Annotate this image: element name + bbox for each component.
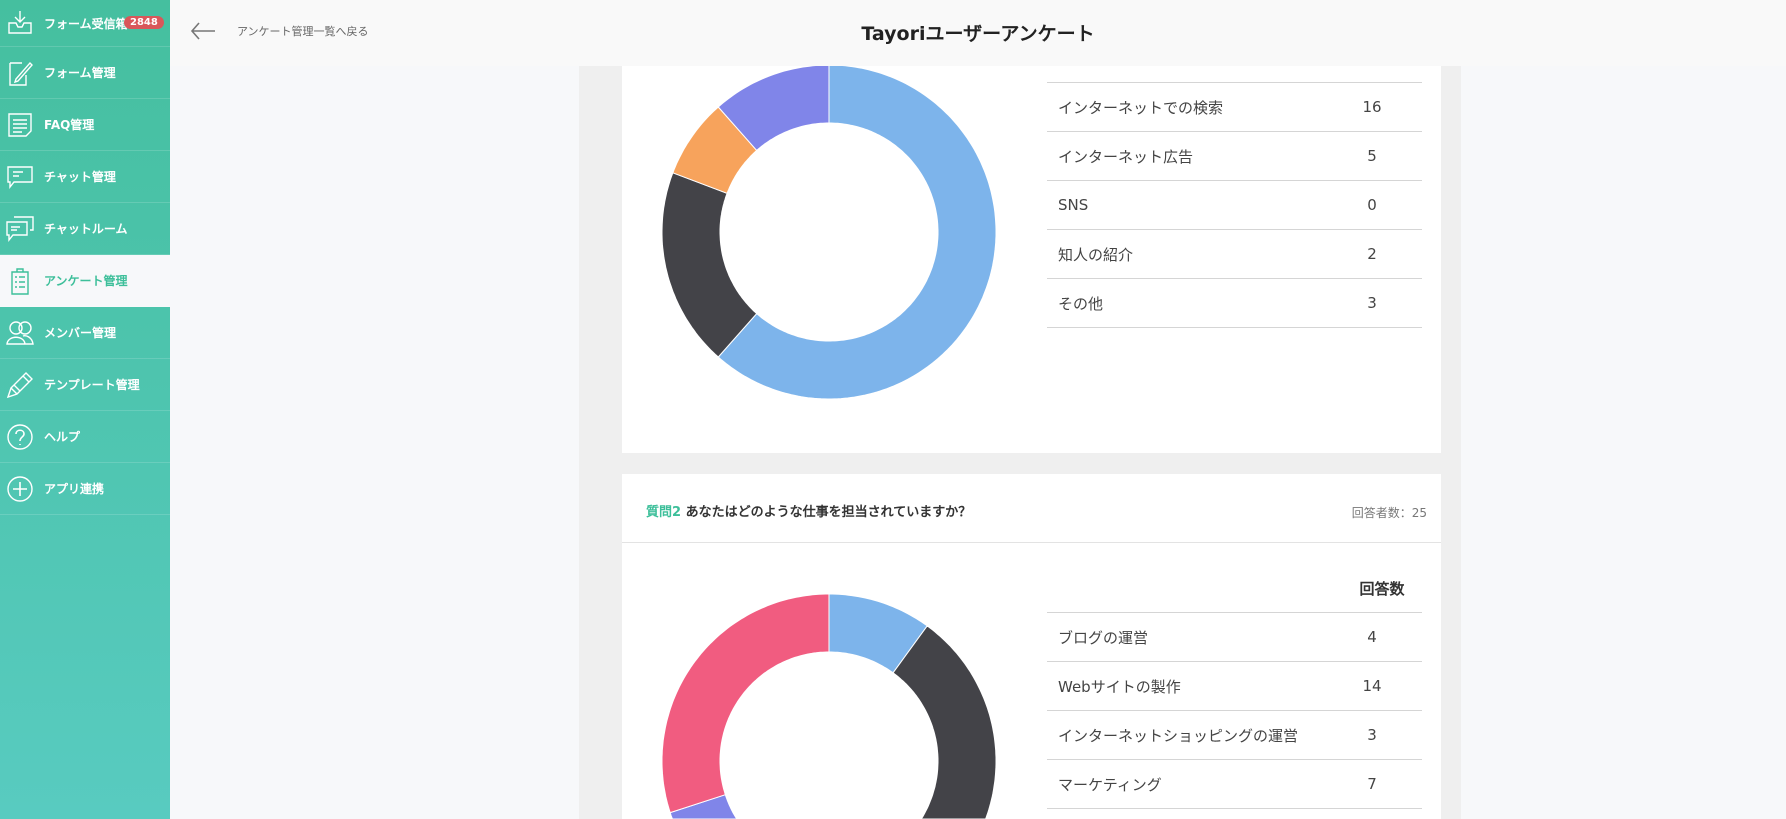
answer-count: 3 <box>1367 294 1377 312</box>
sidebar-item-inbox[interactable]: フォーム受信箱 2848 <box>0 0 170 47</box>
sidebar-item-clipboard[interactable]: アンケート管理 <box>0 255 170 307</box>
answer-row: ブログの運営 4 <box>1047 612 1422 661</box>
chat-icon <box>6 163 34 191</box>
answer-row: マーケティング 7 <box>1047 759 1422 808</box>
sidebar-item-pencil[interactable]: テンプレート管理 <box>0 359 170 411</box>
answer-row: Webサイトの製作 14 <box>1047 661 1422 710</box>
sidebar-item-faq[interactable]: FAQ管理 <box>0 99 170 151</box>
answer-table-2: ブログの運営 4 Webサイトの製作 14 インターネットショッピングの運営 3 マーケティ… <box>1047 612 1422 809</box>
answer-row: インターネットでの検索 16 <box>1047 82 1422 131</box>
answer-count: 2 <box>1367 245 1377 263</box>
answer-row: インターネット広告 5 <box>1047 131 1422 180</box>
members-icon <box>6 319 34 347</box>
sidebar-item-label: チャット管理 <box>44 170 116 184</box>
answer-label: その他 <box>1058 294 1104 313</box>
sidebar-item-label: テンプレート管理 <box>44 378 140 392</box>
unread-badge: 2848 <box>124 16 164 29</box>
pencil-icon <box>6 371 34 399</box>
sidebar: フォーム受信箱 2848 フォーム管理 FAQ管理チャット管理 チャットルーム アンケート… <box>0 0 170 819</box>
donut-segment[interactable] <box>717 64 830 152</box>
answer-row: 知人の紹介 2 <box>1047 229 1422 278</box>
answer-count: 7 <box>1367 775 1377 793</box>
divider <box>1047 808 1422 809</box>
answer-count: 3 <box>1367 726 1377 744</box>
answer-label: ブログの運営 <box>1058 628 1149 647</box>
answer-count: 14 <box>1362 677 1382 695</box>
help-icon <box>6 423 34 451</box>
answer-label: インターネット広告 <box>1058 147 1194 166</box>
donut-segment[interactable] <box>661 172 758 358</box>
answer-count: 16 <box>1362 98 1382 116</box>
answer-row: その他 3 <box>1047 278 1422 327</box>
donut-segment[interactable] <box>661 593 830 814</box>
answer-count: 4 <box>1367 628 1377 646</box>
sidebar-item-label: アプリ連携 <box>44 482 105 496</box>
answer-row: SNS 0 <box>1047 180 1422 229</box>
answer-table-1: インターネットでの検索 16 インターネット広告 5 SNS 0 知人の紹介 2 その他 3 <box>1047 82 1422 328</box>
clipboard-icon <box>6 267 34 295</box>
faq-icon <box>6 111 34 139</box>
answer-label: Webサイトの製作 <box>1058 677 1181 696</box>
back-to-list-link[interactable]: アンケート管理一覧へ戻る <box>237 25 369 38</box>
sidebar-item-label: フォーム受信箱 <box>44 16 128 31</box>
question-header: 質問2 あなたはどのような仕事を担当されていますか？ 回答者数：25 <box>622 474 1441 543</box>
donut-chart-2 <box>661 593 997 819</box>
sidebar-item-plus-circle[interactable]: アプリ連携 <box>0 463 170 515</box>
inbox-icon <box>6 9 34 37</box>
sidebar-item-members[interactable]: メンバー管理 <box>0 307 170 359</box>
answer-label: 知人の紹介 <box>1058 245 1134 264</box>
sidebar-item-label: フォーム管理 <box>44 66 116 80</box>
answer-label: SNS <box>1058 196 1089 214</box>
donut-chart-1 <box>661 64 997 400</box>
sidebar-item-label: チャットルーム <box>44 222 128 236</box>
sidebar-item-label: アンケート管理 <box>44 274 128 288</box>
back-arrow-icon[interactable] <box>190 18 216 44</box>
answer-row: インターネットショッピングの運営 3 <box>1047 710 1422 759</box>
answer-count: 0 <box>1367 196 1377 214</box>
chat-room-icon <box>6 215 34 243</box>
sidebar-item-form-edit[interactable]: フォーム管理 <box>0 47 170 99</box>
question-number: 質問2 <box>646 505 682 520</box>
answer-label: マーケティング <box>1058 775 1162 794</box>
question-text: あなたはどのような仕事を担当されていますか？ <box>685 505 972 520</box>
respondent-count: 回答者数：25 <box>1351 506 1427 520</box>
question-card-1: インターネットでの検索 16 インターネット広告 5 SNS 0 知人の紹介 2 その他 3 <box>622 0 1441 453</box>
sidebar-item-label: ヘルプ <box>44 430 81 444</box>
divider <box>1047 327 1422 328</box>
donut-segment[interactable] <box>892 625 997 819</box>
sidebar-item-chat-room[interactable]: チャットルーム <box>0 203 170 255</box>
answer-label: インターネットショッピングの運営 <box>1058 726 1299 745</box>
form-edit-icon <box>6 59 34 87</box>
answer-label: インターネットでの検索 <box>1058 98 1224 117</box>
page-header: アンケート管理一覧へ戻る Tayoriユーザーアンケート <box>170 0 1786 66</box>
sidebar-item-chat[interactable]: チャット管理 <box>0 151 170 203</box>
question-card-2: 質問2 あなたはどのような仕事を担当されていますか？ 回答者数：25 回答数 ブ… <box>622 474 1441 819</box>
plus-circle-icon <box>6 475 34 503</box>
sidebar-item-label: メンバー管理 <box>44 326 117 340</box>
sidebar-item-label: FAQ管理 <box>44 118 95 132</box>
page-title: Tayoriユーザーアンケート <box>861 23 1095 45</box>
answer-count: 5 <box>1367 147 1377 165</box>
sidebar-item-help[interactable]: ヘルプ <box>0 411 170 463</box>
answer-count-header: 回答数 <box>1359 580 1405 598</box>
